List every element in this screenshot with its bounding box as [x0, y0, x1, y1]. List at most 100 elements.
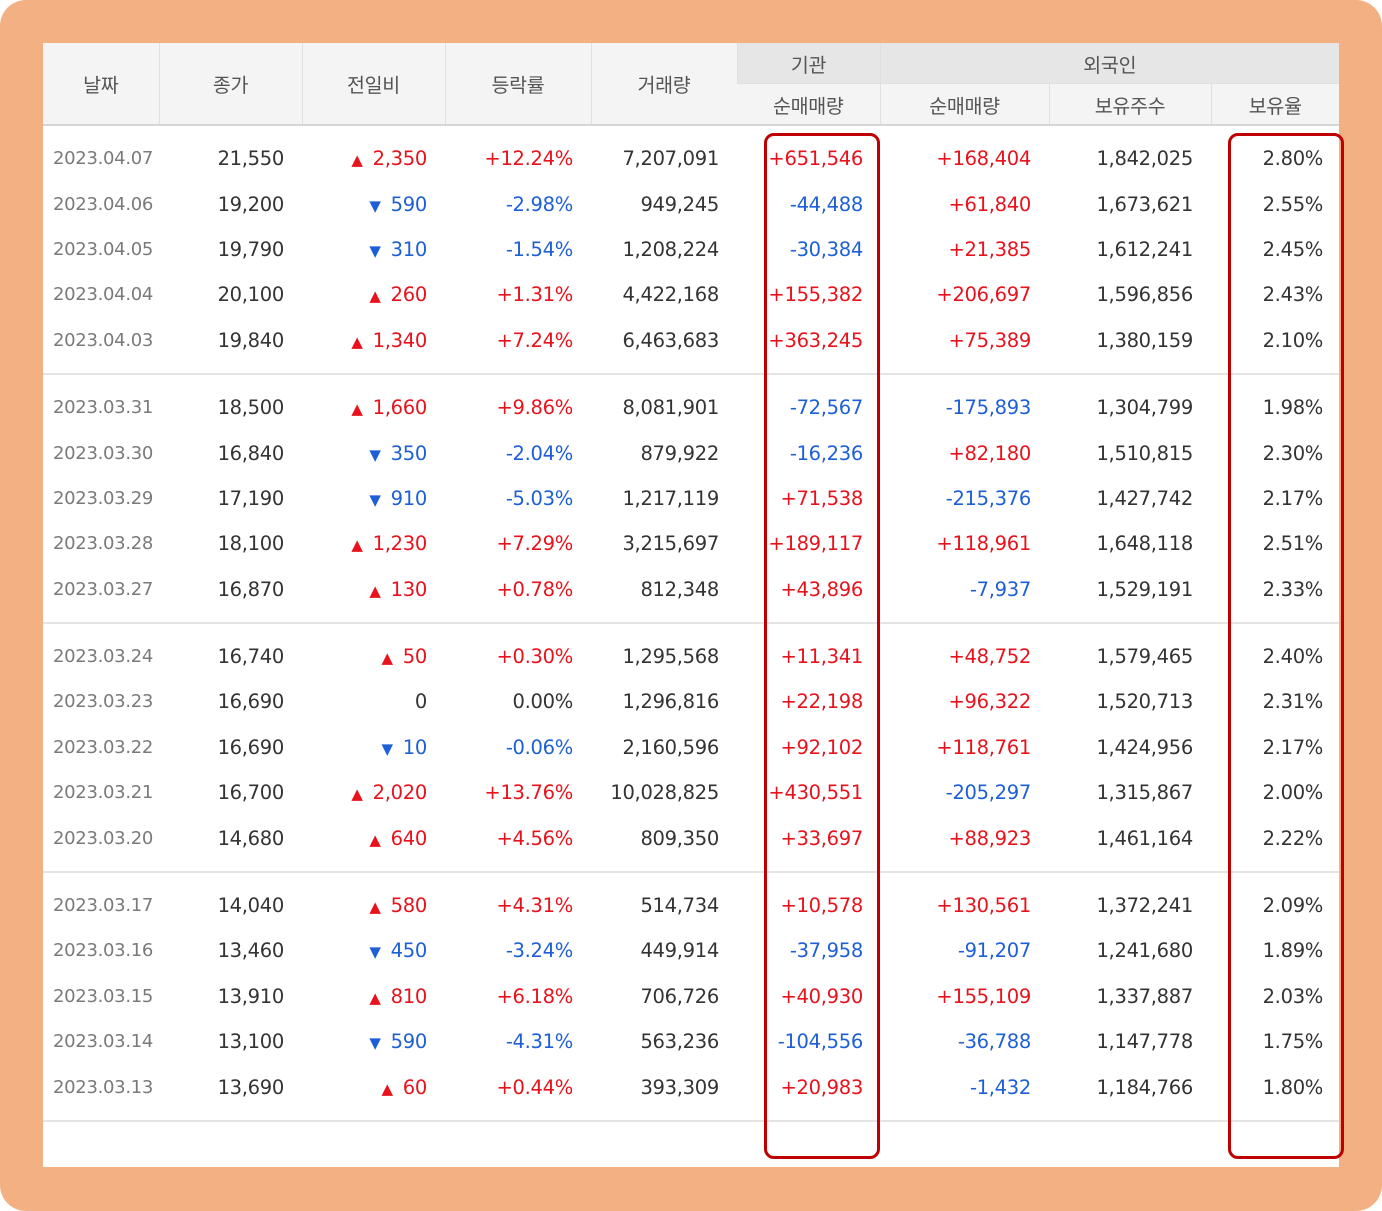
triangle-down-icon: ▼	[369, 196, 381, 215]
header-change[interactable]: 전일비	[301, 43, 445, 126]
table-row[interactable]: 2023.03.20 14,680 ▲ 640 +4.56% 809,350 +33,697…	[43, 815, 1339, 860]
table-row[interactable]: 2023.03.21 16,700 ▲ 2,020 +13.76% 10,028,825 +…	[43, 770, 1339, 815]
cell-inst-net: -104,556	[777, 1030, 864, 1054]
cell-rate: +1.31%	[496, 283, 574, 307]
table-row[interactable]: 2023.03.27 16,870 ▲ 130 +0.78% 812,348 +43,896…	[43, 567, 1339, 612]
cell-foreign-ratio: 2.51%	[1262, 532, 1324, 556]
cell-rate: +0.44%	[496, 1075, 574, 1099]
cell-volume: 1,296,816	[622, 690, 719, 714]
cell-rate: +4.56%	[496, 826, 574, 850]
cell-rate: -2.04%	[505, 441, 573, 465]
change-value: 350	[390, 441, 428, 465]
cell-rate: -3.24%	[505, 939, 573, 963]
header-foreign-ratio[interactable]: 보유율	[1210, 83, 1339, 126]
table-row[interactable]: 2023.04.07 21,550 ▲ 2,350 +12.24% 7,207,091 +6…	[43, 136, 1339, 181]
cell-rate: +9.86%	[496, 396, 574, 420]
cell-date: 2023.03.29	[53, 487, 154, 509]
row-spacer	[43, 861, 1339, 872]
table-row[interactable]: 2023.03.13 13,690 ▲ 60 +0.44% 393,309 +20,983 -…	[43, 1064, 1339, 1109]
triangle-down-icon: ▼	[369, 943, 381, 962]
table-row[interactable]: 2023.04.05 19,790 ▼ 310 -1.54% 1,208,224 -30,3…	[43, 227, 1339, 272]
cell-inst-net: -16,236	[789, 441, 863, 465]
header-foreign-holdings[interactable]: 보유주수	[1048, 83, 1211, 126]
change-value: 590	[390, 1030, 428, 1054]
cell-foreign-ratio: 2.40%	[1262, 645, 1324, 669]
cell-volume: 1,295,568	[622, 645, 719, 669]
cell-foreign-net: +130,561	[936, 894, 1031, 918]
header-inst-net[interactable]: 순매매량	[737, 83, 880, 126]
header-foreign-net[interactable]: 순매매량	[879, 83, 1049, 126]
cell-close: 18,100	[217, 532, 285, 556]
cell-volume: 1,208,224	[622, 237, 719, 261]
cell-volume: 6,463,683	[622, 328, 719, 352]
triangle-up-icon: ▲	[369, 988, 381, 1007]
cell-foreign-holdings: 1,648,118	[1096, 532, 1193, 556]
cell-foreign-net: -205,297	[945, 781, 1032, 805]
cell-inst-net: +189,117	[768, 532, 863, 556]
cell-foreign-net: +206,697	[936, 283, 1031, 307]
table-row[interactable]: 2023.03.24 16,740 ▲ 50 +0.30% 1,295,568 +11,34…	[43, 634, 1339, 679]
table-row[interactable]: 2023.03.28 18,100 ▲ 1,230 +7.29% 3,215,697 +18…	[43, 521, 1339, 566]
cell-foreign-net: -215,376	[945, 486, 1032, 510]
table-row[interactable]: 2023.03.23 16,690 0 0.00% 1,296,816 +22,198 +9…	[43, 679, 1339, 724]
table-row[interactable]: 2023.03.30 16,840 ▼ 350 -2.04% 879,922 -16,236…	[43, 430, 1339, 475]
cell-date: 2023.03.17	[53, 895, 154, 917]
cell-close: 16,870	[217, 577, 285, 601]
cell-foreign-holdings: 1,304,799	[1096, 396, 1193, 420]
header-date[interactable]: 날짜	[43, 43, 159, 126]
table-row[interactable]: 2023.03.16 13,460 ▼ 450 -3.24% 449,914 -37,958…	[43, 928, 1339, 973]
triangle-up-icon: ▲	[351, 332, 363, 351]
cell-volume: 809,350	[640, 826, 719, 850]
cell-date: 2023.03.14	[53, 1031, 154, 1053]
cell-foreign-ratio: 2.10%	[1262, 328, 1324, 352]
cell-foreign-net: -7,937	[969, 577, 1031, 601]
week-separator	[43, 1119, 1339, 1123]
table-row[interactable]: 2023.03.29 17,190 ▼ 910 -5.03% 1,217,119 +71,5…	[43, 476, 1339, 521]
cell-rate: +0.78%	[496, 577, 574, 601]
cell-rate: +4.31%	[496, 894, 574, 918]
cell-foreign-ratio: 2.09%	[1262, 894, 1324, 918]
cell-inst-net: -37,958	[789, 939, 863, 963]
cell-change: ▲ 1,660	[302, 385, 445, 430]
change-value: 1,230	[372, 532, 428, 556]
cell-foreign-ratio: 2.03%	[1262, 984, 1324, 1008]
header-close[interactable]: 종가	[158, 43, 302, 126]
triangle-down-icon: ▼	[369, 445, 381, 464]
cell-change: ▲ 130	[302, 567, 445, 612]
cell-foreign-holdings: 1,337,887	[1096, 984, 1193, 1008]
cell-foreign-ratio: 2.22%	[1262, 826, 1324, 850]
cell-inst-net: -30,384	[789, 237, 863, 261]
cell-date: 2023.04.03	[53, 329, 154, 351]
table-row[interactable]: 2023.04.03 19,840 ▲ 1,340 +7.24% 6,463,683 +36…	[43, 318, 1339, 363]
header-volume[interactable]: 거래량	[590, 43, 737, 126]
cell-date: 2023.04.04	[53, 284, 154, 306]
cell-date: 2023.04.06	[53, 193, 154, 215]
header-rate[interactable]: 등락률	[444, 43, 591, 126]
table-row[interactable]: 2023.03.14 13,100 ▼ 590 -4.31% 563,236 -104,55…	[43, 1019, 1339, 1064]
table-row[interactable]: 2023.03.15 13,910 ▲ 810 +6.18% 706,726 +40,930…	[43, 974, 1339, 1019]
change-value: 10	[402, 735, 428, 759]
cell-inst-net: -44,488	[789, 192, 863, 216]
cell-change: ▲ 640	[302, 815, 445, 860]
cell-change: ▲ 260	[302, 272, 445, 317]
cell-inst-net: +651,546	[768, 147, 863, 171]
cell-volume: 563,236	[640, 1030, 719, 1054]
table-row[interactable]: 2023.03.17 14,040 ▲ 580 +4.31% 514,734 +10,578…	[43, 883, 1339, 928]
cell-close: 14,040	[217, 894, 285, 918]
table-row[interactable]: 2023.04.04 20,100 ▲ 260 +1.31% 4,422,168 +155,…	[43, 272, 1339, 317]
cell-date: 2023.03.13	[53, 1076, 154, 1098]
change-value: 260	[390, 283, 428, 307]
cell-volume: 8,081,901	[622, 396, 719, 420]
cell-inst-net: -72,567	[789, 396, 863, 420]
cell-rate: -4.31%	[505, 1030, 573, 1054]
cell-rate: -1.54%	[505, 237, 573, 261]
cell-foreign-net: +168,404	[936, 147, 1031, 171]
triangle-up-icon: ▲	[381, 1079, 394, 1098]
cell-foreign-ratio: 2.80%	[1262, 147, 1324, 171]
cell-inst-net: +33,697	[780, 826, 864, 850]
header-foreign-group: 외국인	[879, 43, 1339, 84]
cell-rate: 0.00%	[512, 690, 574, 714]
table-row[interactable]: 2023.04.06 19,200 ▼ 590 -2.98% 949,245 -44,488…	[43, 181, 1339, 226]
table-row[interactable]: 2023.03.31 18,500 ▲ 1,660 +9.86% 8,081,901 -72…	[43, 385, 1339, 430]
table-row[interactable]: 2023.03.22 16,690 ▼ 10 -0.06% 2,160,596 +92,10…	[43, 725, 1339, 770]
